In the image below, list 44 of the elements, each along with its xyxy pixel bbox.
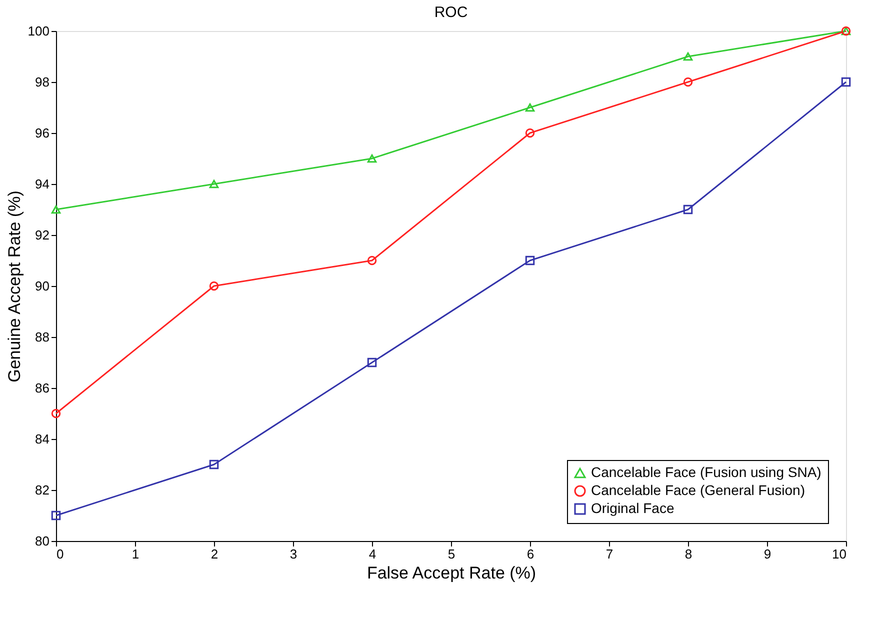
- point: [525, 256, 535, 266]
- y-tick-label: 98: [35, 74, 50, 90]
- x-tick-label: 6: [526, 546, 534, 562]
- x-tick-label: 1: [132, 546, 140, 562]
- point: [367, 154, 377, 163]
- point: [525, 103, 535, 112]
- x-tick-label: 7: [606, 546, 614, 562]
- x-tick-label: 4: [368, 546, 376, 562]
- legend-label: Cancelable Face (General Fusion): [591, 482, 805, 498]
- legend-label: Cancelable Face (Fusion using SNA): [591, 464, 822, 480]
- y-tick-label: 84: [35, 432, 50, 446]
- point: [51, 205, 61, 214]
- legend-label: Original Face: [591, 500, 674, 516]
- point: [367, 256, 377, 266]
- y-tick-label: 90: [35, 278, 50, 294]
- point: [525, 128, 535, 138]
- point: [683, 204, 693, 214]
- y-tick-label: 94: [35, 176, 50, 192]
- point: [841, 77, 851, 87]
- x-tick-label: 9: [764, 546, 772, 562]
- point: [209, 281, 219, 291]
- point: [209, 460, 219, 470]
- chart-title: ROC: [434, 4, 468, 22]
- point: [209, 180, 219, 188]
- y-tick-label: 80: [35, 534, 50, 548]
- x-tick-label: 8: [684, 546, 692, 562]
- x-tick-label: 10: [832, 546, 846, 562]
- y-tick-label: 88: [35, 330, 50, 344]
- point: [683, 52, 693, 61]
- y-tick-label: 96: [35, 126, 50, 140]
- x-tick-label: 5: [448, 546, 456, 562]
- y-tick-label: 82: [35, 482, 50, 498]
- point: [51, 510, 61, 520]
- x-axis-title: False Accept Rate (%): [366, 564, 536, 582]
- point: [683, 77, 693, 87]
- point: [367, 358, 377, 368]
- y-tick-label: 92: [35, 228, 50, 242]
- point: [51, 408, 61, 418]
- y-tick-label: 100: [28, 24, 50, 38]
- y-axis-title: Genuine Accept Rate (%): [4, 190, 24, 382]
- y-tick-label: 86: [35, 380, 50, 396]
- x-tick-label: 3: [290, 546, 298, 562]
- x-tick-label: 2: [210, 546, 218, 562]
- x-tick-label: 0: [56, 546, 64, 562]
